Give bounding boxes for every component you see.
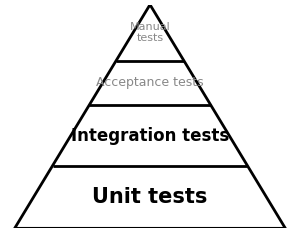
Text: Integration tests: Integration tests [71,127,229,144]
Text: Unit tests: Unit tests [92,187,208,207]
Text: Manual
tests: Manual tests [130,22,170,43]
Polygon shape [15,5,285,228]
Text: Acceptance tests: Acceptance tests [96,76,204,89]
